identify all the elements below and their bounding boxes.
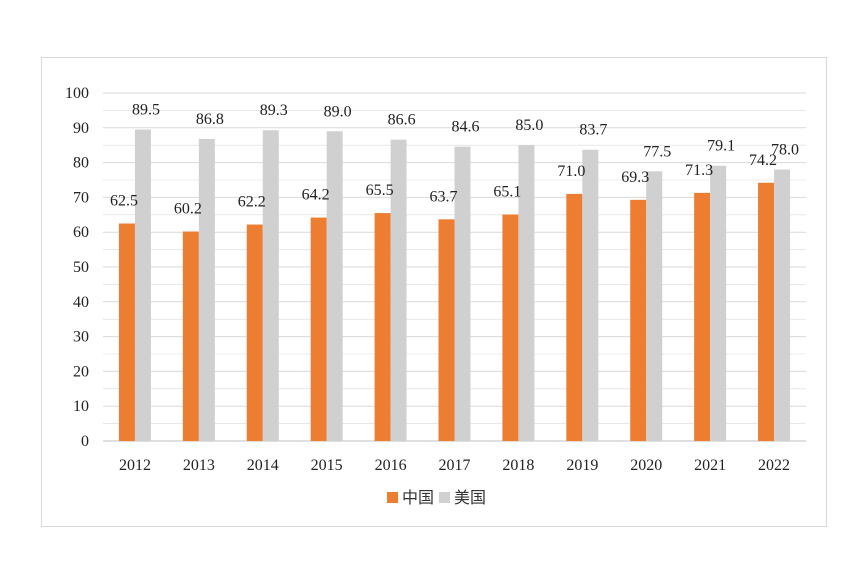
- bar-china: [118, 223, 135, 441]
- data-label-china: 62.5: [110, 193, 138, 210]
- chart-frame: 0 10 20 30 40 50 60 70 80 90 100 2012 2013 2014 2015 2…: [41, 57, 827, 527]
- bar-usa: [454, 146, 471, 441]
- bar-usa: [518, 145, 535, 441]
- y-tick-label: 90: [73, 120, 89, 137]
- x-tick-label: 2022: [758, 457, 790, 474]
- data-label-china: 74.2: [749, 152, 777, 169]
- y-tick-label: 80: [73, 155, 89, 172]
- legend-swatch-china: [387, 492, 398, 503]
- data-label-usa: 78.0: [771, 142, 799, 159]
- data-label-china: 71.0: [557, 163, 585, 180]
- y-tick-label: 70: [73, 189, 89, 206]
- bar-usa: [710, 165, 727, 441]
- bar-china: [246, 224, 263, 441]
- y-tick-label: 20: [73, 363, 89, 380]
- bar-usa: [262, 130, 279, 441]
- x-tick-label: 2018: [502, 457, 534, 474]
- data-label-china: 60.2: [174, 201, 202, 218]
- data-label-china: 65.5: [366, 182, 394, 199]
- bar-china: [694, 192, 711, 441]
- y-tick-label: 100: [65, 85, 89, 102]
- y-tick-label: 30: [73, 329, 89, 346]
- bar-usa: [582, 149, 599, 441]
- y-tick-label: 50: [73, 259, 89, 276]
- data-label-usa: 77.5: [643, 143, 671, 160]
- x-tick-label: 2021: [694, 457, 726, 474]
- y-tick-label: 60: [73, 224, 89, 241]
- data-label-usa: 89.0: [324, 103, 352, 120]
- legend-swatch-usa: [439, 492, 450, 503]
- x-tick-label: 2014: [247, 457, 279, 474]
- y-tick-label: 10: [73, 398, 89, 415]
- bars: [118, 129, 791, 442]
- bar-china: [310, 217, 327, 441]
- data-label-china: 62.2: [238, 194, 266, 211]
- data-label-usa: 79.1: [707, 138, 735, 155]
- bar-usa: [198, 138, 215, 441]
- data-label-china: 64.2: [302, 187, 330, 204]
- bar-china: [182, 231, 199, 441]
- y-tick-label: 0: [81, 433, 89, 450]
- bar-usa: [134, 129, 151, 441]
- data-label-china: 63.7: [430, 188, 458, 205]
- x-tick-label: 2012: [119, 457, 151, 474]
- data-label-china: 69.3: [621, 169, 649, 186]
- bar-china: [566, 193, 583, 441]
- data-label-usa: 86.8: [196, 111, 224, 128]
- x-tick-label: 2016: [375, 457, 407, 474]
- x-tick-label: 2015: [311, 457, 343, 474]
- data-label-china: 71.3: [685, 162, 713, 179]
- data-label-usa: 84.6: [452, 119, 480, 136]
- x-tick-label: 2013: [183, 457, 215, 474]
- bar-china: [630, 199, 647, 441]
- y-tick-label: 40: [73, 294, 89, 311]
- x-tick-label: 2020: [630, 457, 662, 474]
- data-label-usa: 83.7: [579, 122, 607, 139]
- data-label-usa: 89.3: [260, 102, 288, 119]
- data-label-usa: 85.0: [515, 117, 543, 134]
- data-label-china: 65.1: [493, 183, 521, 200]
- y-axis-ticks: 0 10 20 30 40 50 60 70 80 90 100: [65, 85, 89, 450]
- data-labels: 62.5 89.5 60.2 86.8 62.2 89.3 64.2 89.0 65.5 86.6…: [110, 102, 799, 218]
- data-label-usa: 89.5: [132, 102, 160, 119]
- data-label-usa: 86.6: [388, 112, 416, 129]
- bar-china: [758, 182, 775, 441]
- bar-usa: [646, 171, 663, 442]
- bar-usa: [390, 139, 407, 441]
- legend-label-usa: 美国: [454, 488, 486, 507]
- x-axis-ticks: 2012 2013 2014 2015 2016 2017 2018 2019 2020 2021…: [119, 457, 790, 474]
- bar-china: [502, 214, 519, 441]
- bar-china: [374, 213, 391, 441]
- legend: 中国 美国: [387, 488, 486, 507]
- bar-usa: [326, 131, 343, 441]
- bar-china: [438, 219, 455, 441]
- x-tick-label: 2019: [566, 457, 598, 474]
- x-tick-label: 2017: [439, 457, 471, 474]
- bar-usa: [774, 169, 791, 441]
- legend-label-china: 中国: [402, 488, 434, 507]
